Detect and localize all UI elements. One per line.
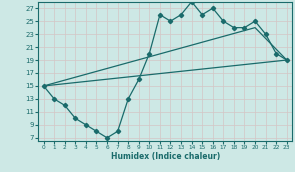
X-axis label: Humidex (Indice chaleur): Humidex (Indice chaleur) bbox=[111, 152, 220, 161]
